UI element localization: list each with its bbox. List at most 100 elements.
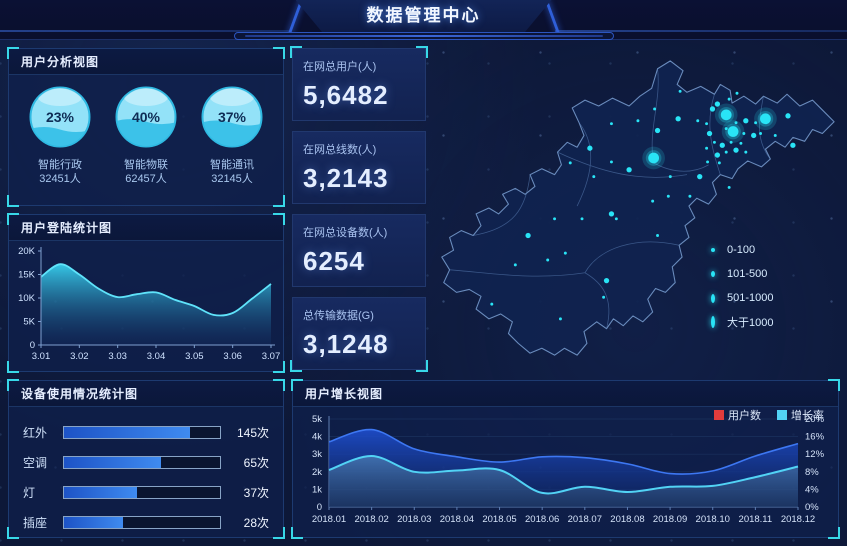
map-data-point <box>751 132 757 139</box>
panel-user-analysis: 用户分析视图 23% 智能行政 32451人 40% 智能物联 62457人 37% 智能通讯… <box>7 47 285 207</box>
map-data-point <box>490 302 494 306</box>
map-data-point <box>717 161 721 165</box>
map-data-point <box>790 142 796 148</box>
map-legend-item: 501-1000 <box>711 286 797 310</box>
svg-text:0%: 0% <box>805 502 819 513</box>
gauge-row: 23% 智能行政 32451人 40% 智能物联 62457人 37% 智能通讯 32145人 <box>9 75 283 186</box>
svg-text:2018.07: 2018.07 <box>568 514 602 525</box>
panel-user-growth: 用户增长视图 用户数 增长率 0 0% 1k 4% 2k 8% 3k 12% 4k 16% 5k 20%… <box>291 379 840 539</box>
svg-text:0: 0 <box>30 340 35 351</box>
region-map: 0-100 101-500 501-1000 大于1000 <box>430 46 839 372</box>
region-map-canvas <box>441 60 835 356</box>
corner-bracket-decoration <box>273 47 285 59</box>
map-legend-dot <box>711 293 715 303</box>
liquid-gauge-1: 23% 智能行政 32451人 <box>20 85 100 186</box>
stat-card-4: 总传输数据(G) 3,1248 <box>292 297 426 370</box>
svg-text:4%: 4% <box>805 484 819 495</box>
svg-text:16%: 16% <box>805 432 825 443</box>
corner-bracket-decoration <box>416 46 428 58</box>
map-data-point <box>727 185 731 189</box>
liquid-gauge-canvas: 23% <box>29 86 91 148</box>
stat-card-label: 在网总设备数(人) <box>303 227 388 239</box>
svg-text:2k: 2k <box>312 467 322 478</box>
map-data-point <box>668 175 672 179</box>
legend-swatch <box>714 410 724 420</box>
stat-card-label: 总传输数据(G) <box>303 310 374 322</box>
corner-bracket-decoration <box>7 361 19 373</box>
map-data-point <box>609 122 613 126</box>
corner-bracket-decoration <box>7 379 19 391</box>
stat-card-3: 在网总设备数(人) 6254 <box>292 214 426 287</box>
svg-text:2018.06: 2018.06 <box>525 514 559 525</box>
map-legend-label: 0-100 <box>727 244 756 256</box>
svg-text:3.06: 3.06 <box>223 351 242 362</box>
liquid-gauge-canvas: 37% <box>201 86 263 148</box>
map-data-point <box>580 217 584 221</box>
map-data-point <box>603 277 610 284</box>
corner-bracket-decoration <box>290 360 302 372</box>
liquid-gauge-canvas: 40% <box>115 86 177 148</box>
login-area-chart: 0 5K 10K 15K 20K 3.01 3.02 3.03 3.04 3.05 3.06 3.07 <box>18 246 281 362</box>
growth-area-chart: 0 0% 1k 4% 2k 8% 3k 12% 4k 16% 5k 20% 2018.01 2018.02… <box>312 414 825 525</box>
map-data-point <box>720 109 732 121</box>
map-data-point <box>743 118 749 124</box>
gauge-count: 62457人 <box>125 173 167 185</box>
map-data-point <box>592 175 596 179</box>
map-data-point <box>739 141 743 145</box>
map-data-point <box>587 145 593 151</box>
corner-bracket-decoration <box>828 379 840 391</box>
gauge-count: 32145人 <box>211 173 253 185</box>
corner-bracket-decoration <box>7 47 19 59</box>
legend-item-用户数[interactable]: 用户数 <box>714 407 761 423</box>
legend-item-增长率[interactable]: 增长率 <box>777 407 824 423</box>
map-data-point <box>697 173 703 180</box>
bar-category-label: 空调 <box>23 455 48 470</box>
map-legend-label: 大于1000 <box>727 317 774 329</box>
map-legend-label: 101-500 <box>727 268 768 280</box>
gauge-percent-value: 40% <box>132 109 161 125</box>
stat-card-value: 5,6482 <box>303 80 389 110</box>
panel-login-stats: 用户登陆统计图 0 5K 10K 15K 20K 3.01 3.02 3.03 3.04 3.05… <box>7 213 285 373</box>
bar-value-label: 28次 <box>243 515 269 530</box>
panel-login-stats-title: 用户登陆统计图 <box>9 215 283 241</box>
stat-card-label: 在网总线数(人) <box>303 144 377 156</box>
svg-text:2018.10: 2018.10 <box>696 514 730 525</box>
bar-category-label: 灯 <box>23 485 36 500</box>
svg-text:2018.03: 2018.03 <box>397 514 431 525</box>
legend-label: 增长率 <box>791 410 824 422</box>
svg-text:15K: 15K <box>18 270 36 281</box>
header-bar: 数据管理中心 <box>0 0 847 40</box>
panel-user-analysis-title: 用户分析视图 <box>9 49 283 75</box>
map-data-point <box>727 126 739 137</box>
map-legend-dot <box>711 271 715 277</box>
map-data-point <box>742 132 746 135</box>
corner-bracket-decoration <box>290 46 302 58</box>
bar-fill <box>64 456 161 468</box>
stat-card-2: 在网总线数(人) 3,2143 <box>292 131 426 204</box>
svg-text:1k: 1k <box>312 484 322 495</box>
svg-text:20K: 20K <box>18 246 36 257</box>
svg-text:0: 0 <box>317 502 322 513</box>
map-data-point <box>759 132 763 135</box>
svg-text:3k: 3k <box>312 449 322 460</box>
stat-card-value: 3,1248 <box>303 329 389 359</box>
corner-bracket-decoration <box>7 195 19 207</box>
corner-bracket-decoration <box>7 213 19 225</box>
device-bar-row: 插座 28次 <box>23 511 269 533</box>
map-data-point <box>709 106 716 112</box>
map-legend-item: 0-100 <box>711 238 797 262</box>
corner-bracket-decoration <box>273 195 285 207</box>
gauge-category: 智能物联 <box>124 159 168 171</box>
bar-value-label: 37次 <box>243 485 269 500</box>
map-legend-label: 501-1000 <box>727 292 774 304</box>
svg-text:3.07: 3.07 <box>262 351 281 362</box>
map-data-point <box>656 234 660 237</box>
svg-text:2018.12: 2018.12 <box>781 514 815 525</box>
svg-text:2018.09: 2018.09 <box>653 514 687 525</box>
map-data-point <box>724 127 728 131</box>
liquid-gauge-3: 37% 智能通讯 32145人 <box>192 85 272 186</box>
map-legend-item: 101-500 <box>711 262 797 286</box>
svg-text:4k: 4k <box>312 432 322 443</box>
map-data-point <box>754 121 758 125</box>
